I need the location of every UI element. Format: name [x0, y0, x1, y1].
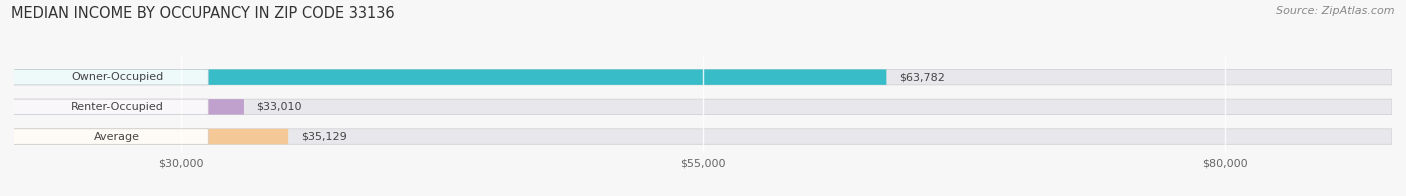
- Text: Renter-Occupied: Renter-Occupied: [70, 102, 165, 112]
- FancyBboxPatch shape: [14, 69, 1392, 85]
- FancyBboxPatch shape: [10, 99, 208, 115]
- Text: $33,010: $33,010: [256, 102, 302, 112]
- Text: MEDIAN INCOME BY OCCUPANCY IN ZIP CODE 33136: MEDIAN INCOME BY OCCUPANCY IN ZIP CODE 3…: [11, 6, 395, 21]
- Text: $63,782: $63,782: [898, 72, 945, 82]
- Text: Average: Average: [94, 132, 141, 142]
- FancyBboxPatch shape: [14, 99, 1392, 115]
- Text: Owner-Occupied: Owner-Occupied: [72, 72, 163, 82]
- Text: $35,129: $35,129: [301, 132, 346, 142]
- FancyBboxPatch shape: [14, 129, 288, 144]
- FancyBboxPatch shape: [14, 129, 1392, 144]
- FancyBboxPatch shape: [10, 129, 208, 144]
- Text: Source: ZipAtlas.com: Source: ZipAtlas.com: [1277, 6, 1395, 16]
- FancyBboxPatch shape: [14, 69, 886, 85]
- FancyBboxPatch shape: [14, 99, 243, 115]
- FancyBboxPatch shape: [10, 69, 208, 85]
